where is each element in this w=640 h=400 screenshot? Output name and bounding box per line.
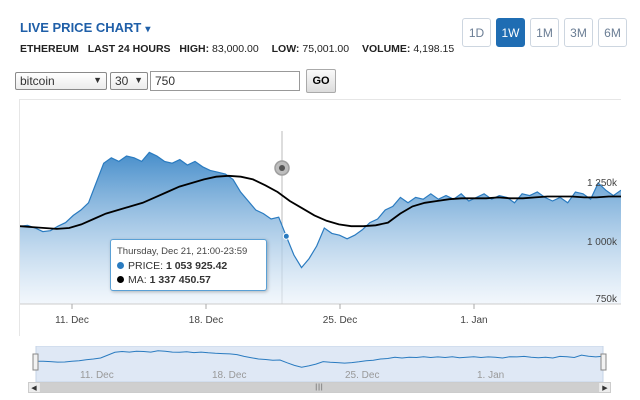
range-button-6m[interactable]: 6M [598, 18, 627, 47]
price-legend-dot-icon [117, 262, 124, 269]
stat-high-label: HIGH: [179, 43, 210, 55]
stat-low-value: 75,001.00 [302, 43, 350, 55]
navigator-tick-label: 11. Dec [80, 370, 114, 381]
tooltip-price-row: PRICE: 1 053 925.42 [117, 259, 260, 273]
price-hover-dot [282, 232, 290, 240]
grip-icon: ||| [315, 384, 324, 391]
navigator-right-handle[interactable] [600, 353, 607, 371]
y-tick-label: 750k [595, 294, 618, 305]
scroll-left-arrow-icon[interactable]: ◀ [29, 383, 39, 392]
navigator-svg: 11. Dec 18. Dec 25. Dec 1. Jan [32, 345, 607, 383]
x-tick-label: 25. Dec [323, 315, 357, 326]
price-chart-svg: 1 250k 1 000k 750k 11. Dec 18. Dec 25. D… [19, 131, 622, 326]
scrollbar-thumb[interactable]: ||| [40, 383, 599, 392]
days-select[interactable]: 30 ▼ [110, 72, 148, 90]
navigator-tick-label: 1. Jan [477, 370, 504, 381]
chart-title: LIVE PRICE CHART [20, 20, 142, 35]
stat-low-label: LOW: [271, 43, 300, 55]
dropdown-arrow-icon: ▼ [93, 75, 102, 85]
coin-select-value: bitcoin [20, 74, 55, 88]
stat-volume-label: VOLUME: [362, 43, 411, 55]
days-select-value: 30 [115, 74, 129, 88]
navigator-left-handle[interactable] [32, 353, 39, 371]
range-button-1d[interactable]: 1D [462, 18, 491, 47]
x-tick-label: 1. Jan [460, 315, 487, 326]
y-tick-label: 1 250k [587, 178, 618, 189]
amount-input[interactable]: 750 [150, 71, 300, 91]
stat-coin: ETHEREUM [20, 43, 79, 55]
tooltip-ma-value: 1 337 450.57 [149, 274, 211, 286]
tooltip-ma-row: MA: 1 337 450.57 [117, 273, 260, 287]
stat-period: LAST 24 HOURS [87, 43, 171, 55]
y-tick-label: 1 000k [587, 237, 618, 248]
ma-series-line [19, 174, 621, 230]
range-button-1m[interactable]: 1M [530, 18, 559, 47]
chevron-down-icon: ▾ [145, 24, 151, 35]
navigator-series-line [35, 350, 604, 368]
navigator-tick-label: 25. Dec [345, 370, 379, 381]
chart-title-dropdown[interactable]: LIVE PRICE CHART ▾ [20, 20, 150, 35]
tooltip-datetime: Thursday, Dec 21, 21:00-23:59 [117, 246, 248, 257]
navigator-tick-label: 18. Dec [212, 370, 246, 381]
tooltip-price-label: PRICE: [128, 260, 164, 272]
tooltip-ma-label: MA: [128, 274, 147, 286]
range-selector: 1D 1W 1M 3M 6M [462, 18, 627, 47]
x-tick-label: 18. Dec [189, 315, 223, 326]
dropdown-arrow-icon: ▼ [134, 75, 143, 85]
stat-volume-value: 4,198.15 [413, 43, 455, 55]
scroll-right-arrow-icon[interactable]: ▶ [600, 383, 610, 392]
chart-controls: bitcoin ▼ 30 ▼ 750 GO [15, 69, 336, 93]
stats-bar: ETHEREUM LAST 24 HOURS HIGH: 83,000.00 L… [20, 43, 454, 55]
price-series-line [19, 151, 622, 269]
navigator[interactable]: 11. Dec 18. Dec 25. Dec 1. Jan [28, 345, 611, 383]
coin-select[interactable]: bitcoin ▼ [15, 72, 107, 90]
scrollbar[interactable]: ◀ ||| ▶ [28, 382, 611, 393]
stat-high-value: 83,000.00 [211, 43, 259, 55]
range-button-3m[interactable]: 3M [564, 18, 593, 47]
ma-hover-dot [279, 165, 285, 171]
x-tick-label: 11. Dec [55, 315, 89, 326]
chart-tooltip: Thursday, Dec 21, 21:00-23:59 PRICE: 1 0… [110, 239, 267, 291]
range-button-1w[interactable]: 1W [496, 18, 525, 47]
go-button[interactable]: GO [306, 69, 336, 93]
tooltip-price-value: 1 053 925.42 [165, 260, 228, 272]
ma-legend-dot-icon [117, 276, 124, 283]
price-chart[interactable]: 1 250k 1 000k 750k 11. Dec 18. Dec 25. D… [19, 99, 622, 336]
